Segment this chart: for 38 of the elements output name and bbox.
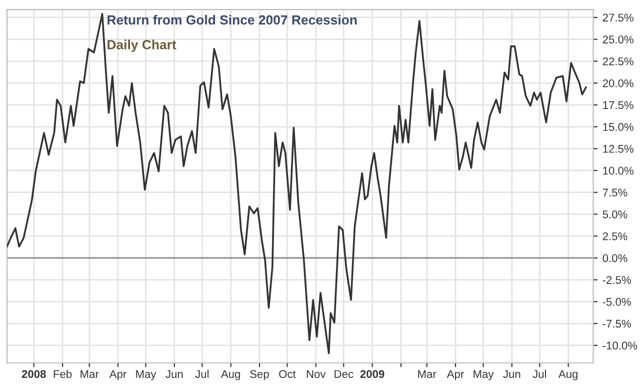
x-tick-label: Dec bbox=[334, 370, 354, 378]
y-tick-label: -2.5% bbox=[602, 276, 631, 284]
x-tick-label: Jun bbox=[166, 370, 183, 378]
y-tick-label: -7.5% bbox=[602, 320, 631, 328]
y-tick-label: 7.5% bbox=[602, 188, 628, 196]
y-tick-label: 20.0% bbox=[602, 79, 634, 88]
y-tick-label: 22.5% bbox=[602, 57, 634, 66]
x-tick-label: Jul bbox=[532, 370, 546, 378]
line-series bbox=[7, 13, 587, 354]
x-tick-label: Nov bbox=[306, 370, 326, 378]
x-tick-label: Oct bbox=[279, 370, 296, 378]
x-tick-label: May bbox=[474, 370, 494, 380]
x-tick-label: Jul bbox=[195, 370, 209, 378]
x-tick-label: Aug bbox=[220, 370, 240, 380]
x-tick-label: 2008 bbox=[22, 370, 46, 378]
y-tick-label: 12.5% bbox=[603, 144, 634, 153]
y-tick-label: -5.0% bbox=[602, 298, 631, 306]
x-tick-label: Aug bbox=[558, 370, 578, 380]
x-tick-label: 2009 bbox=[360, 370, 384, 378]
x-tick-label: Mar bbox=[80, 370, 99, 378]
y-tick-label: 15.0% bbox=[603, 123, 634, 131]
x-tick-label: May bbox=[136, 370, 156, 380]
y-tick-label: 27.5% bbox=[602, 14, 634, 22]
y-tick-label: 17.5% bbox=[603, 101, 634, 110]
y-tick-label: 10.0% bbox=[603, 166, 634, 175]
x-tick-label: Feb bbox=[54, 370, 72, 378]
y-tick-label: 2.5% bbox=[602, 232, 628, 240]
chart-title: Return from Gold Since 2007 Recession bbox=[108, 14, 357, 25]
y-tick-label: 5.0% bbox=[602, 210, 628, 218]
x-tick-label: Mar bbox=[418, 370, 436, 378]
x-tick-label: Sep bbox=[250, 370, 269, 380]
x-tick-label: Jun bbox=[503, 370, 520, 378]
x-tick-label: Apr bbox=[109, 370, 126, 380]
y-tick-label: 0.0% bbox=[602, 254, 628, 262]
y-tick-label: -10.0% bbox=[602, 342, 638, 350]
x-tick-label: Apr bbox=[446, 370, 464, 380]
text: Daily Chart bbox=[108, 40, 176, 52]
y-tick-label: 25.0% bbox=[602, 36, 634, 44]
